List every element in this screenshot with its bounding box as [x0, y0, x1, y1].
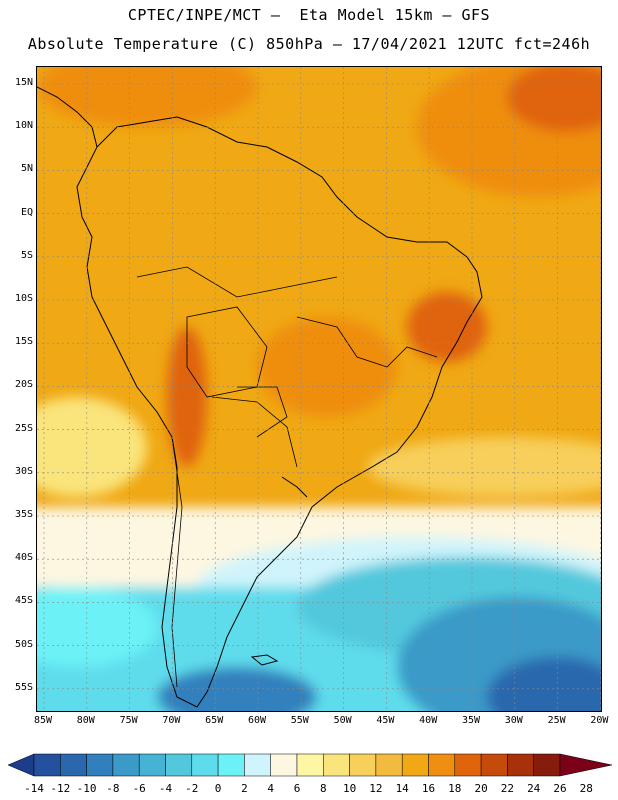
- deep-blue-band-atlantic: [487, 657, 601, 711]
- lon-label: 50W: [333, 715, 352, 726]
- colorbar-swatch: [375, 753, 403, 777]
- colorbar-tick-label: -4: [158, 782, 173, 795]
- colorbar-swatch: [86, 753, 114, 777]
- colorbar-swatch: [454, 753, 482, 777]
- colorbar-tick-label: 10: [342, 782, 357, 795]
- colorbar-swatch: [191, 753, 219, 777]
- cold-band-pacific: [37, 587, 157, 667]
- colorbar-tick-label: 8: [319, 782, 327, 795]
- border-brazil-states: [296, 316, 438, 368]
- coastline-central-america: [37, 86, 98, 148]
- colorbar-tick-label: 26: [553, 782, 567, 795]
- lat-label: 25S: [14, 422, 33, 434]
- colorbar-swatch: [428, 753, 456, 777]
- title-line-1: CPTEC/INPE/MCT – Eta Model 15km – GFS: [127, 6, 491, 24]
- colorbar-tick-label: -2: [185, 782, 199, 795]
- colorbar-tick-label: 14: [395, 782, 409, 795]
- lon-label: 35W: [461, 715, 481, 726]
- colorbar: [7, 753, 613, 777]
- lake-patos: [281, 476, 308, 498]
- colorbar-swatch: [296, 753, 324, 777]
- lon-label: 55W: [290, 715, 309, 726]
- lat-label: 10N: [14, 120, 33, 132]
- hot-band-andes: [167, 327, 207, 467]
- lat-label: 30S: [14, 465, 33, 477]
- lon-label: 85W: [33, 715, 53, 726]
- colorbar-tick-label: 28: [579, 782, 593, 795]
- mild-band-southwest: [37, 397, 147, 497]
- mild-band-southeast: [367, 437, 601, 497]
- colorbar-tick-label: -14: [24, 782, 44, 795]
- colorbar-tick-label: -12: [50, 782, 71, 795]
- colorbar-arrow-low: [7, 753, 35, 777]
- colorbar-swatch: [507, 753, 534, 777]
- colorbar-tick-label: 4: [267, 782, 274, 795]
- border-argentina-north: [211, 396, 298, 468]
- lon-label: 80W: [76, 715, 95, 726]
- lon-label: 60W: [247, 715, 267, 726]
- colorbar-tick-label: 22: [500, 782, 515, 795]
- colorbar-tick-label: -8: [106, 782, 120, 795]
- hot-band-caribbean: [507, 67, 601, 132]
- colorbar-tick-label: 6: [293, 782, 301, 795]
- colorbar-tick-label: 24: [527, 782, 541, 795]
- lat-label: 20S: [14, 379, 33, 391]
- coast-malvinas: [250, 654, 279, 666]
- colorbar-tick-label: 16: [421, 782, 436, 795]
- lat-label: 5S: [20, 249, 33, 261]
- border-paraguay: [237, 386, 288, 438]
- temperature-map: [37, 67, 601, 711]
- lat-label: 15N: [14, 77, 33, 88]
- colorbar-tick-label: 12: [369, 782, 383, 795]
- border-argentina-chile: [171, 436, 183, 688]
- colorbar-arrow-high: [559, 753, 613, 777]
- lon-label: 25W: [547, 715, 566, 726]
- colorbar-tick-label: -6: [132, 782, 146, 795]
- lat-lon-grid: [37, 67, 601, 711]
- lat-label: 55S: [14, 681, 33, 693]
- colorbar-tick-label: -10: [76, 782, 97, 795]
- lat-label: 50S: [14, 638, 33, 650]
- colorbar-swatch: [112, 753, 140, 777]
- colorbar-swatch: [349, 753, 377, 777]
- colorbar-swatch: [138, 753, 166, 777]
- colorbar-swatch: [401, 753, 429, 777]
- lon-label: 70W: [162, 715, 181, 726]
- coastline-south-america: [76, 116, 483, 708]
- warm-band-northwest: [37, 67, 257, 127]
- lat-label: 40S: [14, 552, 33, 564]
- lat-label: 10S: [14, 293, 33, 304]
- lat-label: 15S: [14, 336, 33, 348]
- colorbar-swatch: [270, 753, 298, 777]
- colorbar-swatch: [533, 753, 561, 777]
- colorbar-swatch: [323, 753, 350, 777]
- lat-label: 5N: [20, 163, 33, 175]
- border-amazon: [136, 266, 338, 298]
- lat-label: 45S: [14, 595, 33, 607]
- colorbar-swatch: [480, 753, 508, 777]
- colorbar-tick-label: 18: [448, 782, 462, 795]
- temperature-bands: [37, 67, 601, 711]
- warm-band-brazil: [257, 317, 397, 417]
- colorbar-swatch: [244, 753, 271, 777]
- title-line-2: Absolute Temperature (C) 850hPa – 17/04/…: [27, 35, 591, 53]
- map-frame: [36, 66, 602, 712]
- colorbar-swatch: [165, 753, 193, 777]
- country-borders: [136, 266, 438, 688]
- lon-label: 65W: [205, 715, 224, 726]
- colorbar-tick-label: 0: [214, 782, 222, 795]
- lon-label: 30W: [504, 715, 523, 726]
- lat-label: 35S: [14, 509, 33, 520]
- colorbar-swatch: [217, 753, 245, 777]
- lon-label: 40W: [419, 715, 438, 726]
- lon-label: 20W: [590, 715, 609, 726]
- hot-band-northeast-brazil: [407, 292, 487, 362]
- colorbar-swatch: [60, 753, 87, 777]
- lon-label: 45W: [376, 715, 395, 726]
- lat-label: EQ: [20, 206, 33, 218]
- lon-label: 75W: [119, 715, 138, 726]
- colorbar-swatch: [33, 753, 61, 777]
- colorbar-tick-label: 20: [474, 782, 488, 795]
- colorbar-tick-label: 2: [241, 782, 248, 795]
